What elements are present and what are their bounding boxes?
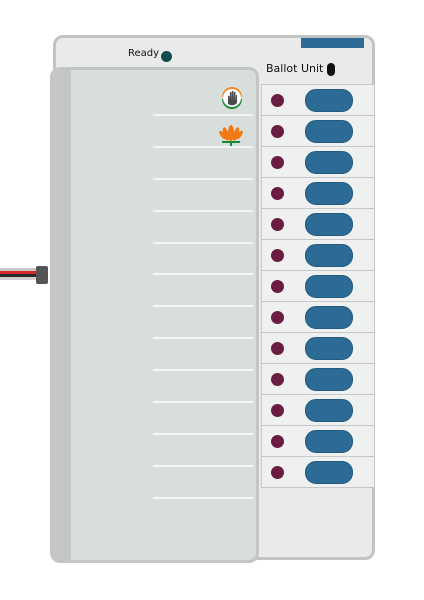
candidate-divider — [153, 433, 253, 435]
ballot-unit-indicator — [327, 63, 335, 76]
candidate-divider — [153, 146, 253, 148]
vote-button-3[interactable] — [305, 151, 353, 174]
candidate-divider — [153, 273, 253, 275]
candidate-divider — [153, 337, 253, 339]
vote-button-4[interactable] — [305, 182, 353, 205]
candidate-divider — [153, 465, 253, 467]
connector-cable — [0, 266, 48, 284]
vote-button-7[interactable] — [305, 275, 353, 298]
vote-row — [261, 333, 375, 364]
vote-button-13[interactable] — [305, 461, 353, 484]
lotus-symbol-icon — [219, 125, 243, 146]
candidate-light — [271, 218, 284, 231]
candidate-light — [271, 404, 284, 417]
candidate-light — [271, 156, 284, 169]
vote-button-9[interactable] — [305, 337, 353, 360]
vote-row — [261, 178, 375, 209]
vote-button-12[interactable] — [305, 430, 353, 453]
candidate-panel — [50, 67, 259, 563]
vote-row — [261, 395, 375, 426]
candidate-light — [271, 249, 284, 262]
vote-row — [261, 116, 375, 147]
vote-row — [261, 457, 375, 488]
candidate-light — [271, 342, 284, 355]
vote-button-column — [261, 84, 375, 488]
candidate-divider — [153, 210, 253, 212]
vote-button-2[interactable] — [305, 120, 353, 143]
vote-row — [261, 240, 375, 271]
candidate-light — [271, 94, 284, 107]
vote-row — [261, 271, 375, 302]
candidate-light — [271, 435, 284, 448]
vote-button-11[interactable] — [305, 399, 353, 422]
panel-edge — [53, 70, 71, 560]
candidate-light — [271, 466, 284, 479]
vote-row — [261, 84, 375, 116]
ballot-unit-label: Ballot Unit — [266, 62, 324, 75]
candidate-divider — [153, 242, 253, 244]
candidate-light — [271, 311, 284, 324]
vote-button-8[interactable] — [305, 306, 353, 329]
vote-button-6[interactable] — [305, 244, 353, 267]
candidate-light — [271, 373, 284, 386]
candidate-light — [271, 280, 284, 293]
vote-row — [261, 209, 375, 240]
hand-symbol-icon — [222, 87, 242, 109]
vote-row — [261, 426, 375, 457]
candidate-light — [271, 187, 284, 200]
ready-indicator-light — [161, 51, 172, 62]
ballot-unit: Ready Ballot Unit — [50, 35, 375, 563]
vote-button-1[interactable] — [305, 89, 353, 112]
ready-label: Ready — [128, 48, 160, 59]
vote-row — [261, 147, 375, 178]
vote-row — [261, 364, 375, 395]
candidate-divider — [153, 114, 253, 116]
vote-row — [261, 302, 375, 333]
candidate-divider — [153, 178, 253, 180]
candidate-divider — [153, 369, 253, 371]
candidate-divider — [153, 401, 253, 403]
vote-button-10[interactable] — [305, 368, 353, 391]
vote-button-5[interactable] — [305, 213, 353, 236]
candidate-light — [271, 125, 284, 138]
candidate-divider — [153, 305, 253, 307]
candidate-divider — [153, 497, 253, 499]
top-handle — [301, 38, 364, 48]
